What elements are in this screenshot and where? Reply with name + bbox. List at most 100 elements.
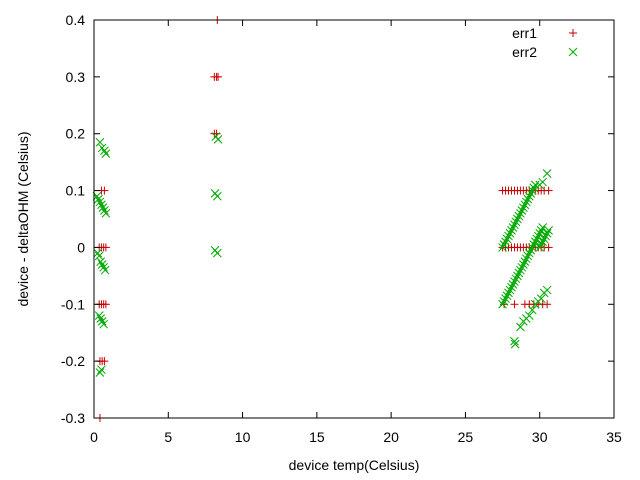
point-series-2 [524, 248, 534, 258]
point-series-2 [521, 197, 531, 207]
point-series-2 [514, 268, 524, 278]
x-tick-label: 30 [532, 429, 548, 445]
point-series-2 [499, 297, 509, 306]
point-series-2 [507, 282, 516, 292]
point-series-2 [96, 314, 106, 323]
x-axis-label: device temp(Celsius) [289, 457, 420, 473]
point-series-2 [100, 206, 109, 215]
point-series-2 [94, 194, 103, 204]
point-series-2 [530, 180, 540, 190]
point-series-2 [93, 248, 103, 258]
point-series-2 [521, 254, 531, 264]
point-series-2 [499, 240, 509, 249]
point-series-2 [94, 251, 104, 261]
point-series-2 [542, 228, 552, 238]
legend-label-series-1: err1 [512, 25, 537, 41]
point-series-2 [511, 274, 521, 284]
point-series-2 [100, 146, 109, 156]
y-axis-label: device - deltaOHM (Celsius) [15, 131, 31, 306]
point-series-2 [533, 231, 543, 241]
point-series-2 [527, 186, 537, 195]
legend-marker-series-1 [569, 29, 577, 37]
point-series-1 [544, 186, 553, 195]
point-series-2 [508, 223, 518, 232]
y-tick-label: 0 [77, 239, 85, 255]
point-series-2 [98, 203, 108, 212]
point-series-1 [101, 243, 110, 252]
point-series-1 [510, 300, 519, 309]
point-series-2 [502, 234, 512, 244]
point-series-2 [502, 291, 512, 301]
x-tick-label: 10 [235, 429, 251, 445]
plot-marks [92, 16, 553, 422]
point-series-2 [532, 234, 542, 244]
point-series-2 [516, 322, 525, 332]
point-series-2 [542, 169, 552, 178]
point-series-2 [97, 365, 106, 375]
point-series-2 [526, 189, 536, 198]
point-series-2 [523, 194, 533, 204]
point-series-2 [513, 271, 522, 281]
point-series-2 [94, 311, 104, 321]
point-series-2 [95, 137, 105, 147]
point-series-2 [97, 200, 106, 210]
point-series-2 [529, 183, 539, 193]
x-tick-label: 20 [383, 429, 399, 445]
point-series-2 [504, 231, 513, 241]
y-tick-label: 0.3 [66, 69, 86, 85]
point-series-2 [536, 226, 546, 235]
point-series-2 [505, 285, 515, 295]
point-series-2 [526, 245, 536, 255]
point-series-2 [213, 135, 223, 144]
point-series-2 [508, 280, 518, 289]
point-series-2 [519, 260, 528, 269]
point-series-2 [523, 251, 533, 261]
point-series-2 [212, 248, 222, 258]
point-series-2 [517, 206, 527, 215]
plot-frame [93, 19, 615, 419]
point-series-2 [101, 149, 111, 158]
y-tick-label: -0.3 [61, 410, 85, 426]
legend-label-series-2: err2 [512, 44, 537, 60]
x-tick-label: 35 [606, 429, 622, 445]
y-tick-label: 0.1 [66, 183, 86, 199]
point-series-1 [543, 300, 552, 309]
point-series-2 [541, 231, 551, 241]
point-series-2 [212, 191, 222, 201]
point-series-2 [524, 311, 534, 321]
point-series-2 [538, 223, 548, 232]
point-series-2 [516, 265, 525, 275]
legend-marker-series-2 [568, 47, 578, 57]
point-series-2 [504, 288, 513, 298]
point-series-2 [544, 226, 553, 235]
point-series-2 [527, 305, 537, 315]
point-series-1 [101, 300, 110, 309]
point-series-2 [99, 262, 109, 272]
point-series-2 [536, 294, 546, 303]
point-series-2 [510, 220, 519, 230]
point-series-2 [538, 237, 548, 247]
point-series-1 [214, 72, 223, 81]
point-series-2 [538, 177, 548, 187]
point-series-2 [97, 316, 107, 326]
y-tick-label: -0.1 [61, 296, 85, 312]
point-series-1 [100, 186, 109, 195]
point-series-2 [498, 243, 507, 252]
point-series-2 [516, 208, 525, 218]
point-series-2 [95, 368, 105, 377]
point-series-2 [530, 237, 540, 247]
point-series-2 [97, 260, 107, 269]
point-series-2 [99, 319, 109, 329]
point-series-2 [527, 243, 537, 252]
point-series-1 [544, 243, 553, 252]
x-tick-label: 15 [309, 429, 325, 445]
point-series-1 [100, 357, 109, 366]
x-tick-label: 5 [164, 429, 172, 445]
point-series-2 [535, 243, 545, 252]
y-tick-label: -0.2 [61, 353, 85, 369]
point-series-2 [505, 228, 515, 238]
point-series-2 [501, 237, 510, 247]
point-series-2 [539, 234, 549, 244]
point-series-2 [542, 285, 552, 295]
point-series-2 [529, 240, 539, 249]
